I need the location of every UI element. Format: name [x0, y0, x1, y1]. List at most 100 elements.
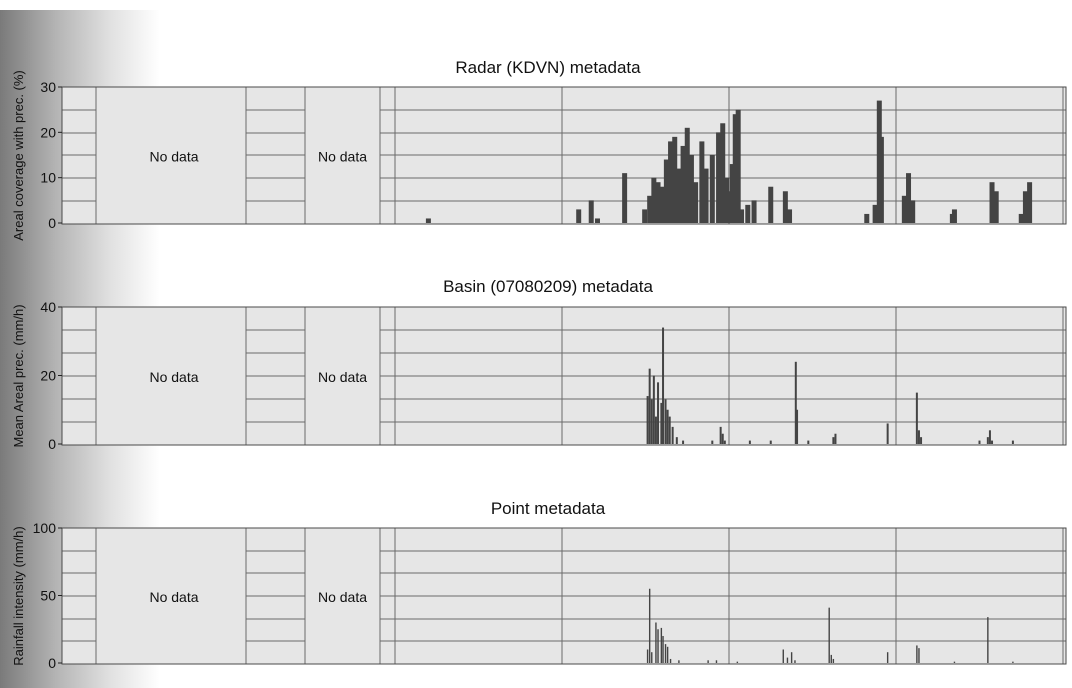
panel-2-bar-28 [920, 437, 923, 444]
panel-2-bar-9 [666, 409, 669, 444]
panel-1-bar-34 [864, 213, 870, 223]
panel-2-bar-2 [650, 399, 653, 444]
panel-2-bar-22 [807, 440, 810, 444]
panel-1-bar-39 [906, 173, 912, 223]
panel-2-no-data-region-2 [304, 306, 381, 446]
panel-2-ytick-label-2: 40 [40, 299, 56, 315]
panel-1-bar-26 [732, 114, 738, 223]
panel-1-ylabel: Areal coverage with prec. (%) [11, 70, 26, 241]
panel-1-frame [61, 86, 1067, 225]
panel-2-bar-17 [723, 440, 726, 444]
panel-2-ytick-label-1: 20 [40, 368, 56, 384]
panel-3-bar-23 [918, 648, 920, 663]
panel-2-bar-15 [719, 426, 722, 444]
panel-2-bar-24 [834, 433, 837, 444]
panel-3-bar-6 [662, 636, 664, 663]
panel-1-bar-24 [726, 191, 732, 223]
panel-1-bar-0 [425, 218, 431, 223]
panel-3-ytick-label-1: 50 [40, 588, 56, 604]
panel-1-bar-16 [688, 155, 694, 223]
panel-1-bar-6 [647, 195, 653, 223]
panel-1-bar-45 [1018, 213, 1024, 223]
panel-2-bar-16 [721, 433, 724, 444]
panel-3-bar-7 [664, 644, 667, 663]
panel-1-bar-19 [703, 168, 709, 223]
panel-3-bar-5 [660, 627, 663, 663]
panel-1-bar-1 [576, 209, 582, 223]
panel-3-bar-13 [736, 661, 739, 663]
panel-2-no-data-label-2: No data [318, 369, 367, 385]
panel-1-bar-25 [729, 164, 735, 223]
panel-3-bar-4 [657, 629, 659, 663]
panel-1-bar-44 [993, 191, 999, 223]
panel-2-bar-23 [832, 437, 835, 444]
panel-1-bar-17 [693, 182, 699, 223]
panel-2-bar-6 [660, 402, 663, 444]
panel-2-bar-0 [646, 396, 649, 444]
panel-2-bar-14 [711, 440, 714, 444]
panel-1-bar-35 [872, 204, 878, 223]
panel-2-bar-5 [657, 382, 660, 444]
panel-3-no-data-label-1: No data [149, 589, 198, 605]
panel-1-bar-15 [684, 127, 690, 223]
panel-1-bar-38 [901, 195, 907, 223]
panel-3-no-data-region-2 [304, 527, 381, 665]
panel-1-bar-4 [622, 173, 628, 223]
panel-3-bar-22 [916, 645, 918, 663]
panel-1-bar-29 [745, 204, 751, 223]
panel-1-bar-7 [651, 177, 657, 223]
panel-3-bar-21 [886, 652, 889, 663]
panel-1-no-data-label-2: No data [318, 149, 367, 165]
panel-1-bar-31 [768, 186, 774, 223]
panel-2-bar-31 [988, 430, 991, 444]
panel-1-bar-30 [751, 200, 757, 223]
panel-3-bar-17 [794, 660, 796, 663]
panel-2-bar-25 [886, 423, 889, 444]
panel-2-title: Basin (07080209) metadata [443, 277, 653, 296]
panel-3-bar-10 [678, 660, 680, 663]
panel-1-bar-12 [672, 136, 678, 223]
panel-3-bar-24 [953, 661, 956, 663]
panel-2-bar-10 [668, 416, 671, 444]
panel-1-bar-22 [720, 123, 726, 223]
panel-2-bar-27 [917, 430, 920, 444]
panel-1-bar-20 [709, 155, 715, 223]
panel-2-bar-8 [664, 399, 667, 444]
panel-2-bar-21 [796, 409, 799, 444]
panel-2-no-data-region-1 [95, 306, 247, 446]
panel-1-ytick-label-3: 30 [40, 79, 56, 95]
panel-1-bar-8 [655, 182, 661, 223]
panel-2-bar-7 [662, 327, 665, 444]
panel-3-bar-11 [707, 660, 709, 663]
panel-1-ytick-label-1: 10 [40, 170, 56, 186]
panel-1-bar-10 [663, 159, 669, 223]
panel-1-no-data-label-1: No data [149, 149, 198, 165]
panel-1-bar-9 [659, 186, 665, 223]
panel-1-bar-14 [680, 145, 686, 223]
panel-1-bar-40 [910, 200, 916, 223]
panel-3-bar-18 [828, 607, 830, 663]
panel-3-bar-3 [655, 622, 657, 663]
panel-1-ytick-label-0: 0 [48, 215, 56, 231]
panel-1-bar-32 [782, 191, 788, 223]
panel-2-bar-1 [648, 368, 651, 444]
panel-1-bar-43 [989, 182, 995, 223]
panel-2-bar-32 [991, 440, 994, 444]
panel-2-bar-18 [748, 440, 751, 444]
panel-3-bar-16 [790, 652, 793, 663]
panel-2-ylabel: Mean Areal prec. (mm/h) [11, 304, 26, 447]
panel-2-bar-4 [654, 416, 657, 444]
panel-3-bar-25 [987, 617, 989, 663]
panel-3-bar-2 [651, 652, 653, 663]
panel-2-bar-33 [1011, 440, 1014, 444]
panel-1-bar-11 [668, 141, 674, 223]
panel-1-bar-13 [676, 168, 682, 223]
panel-3-ylabel: Rainfall intensity (mm/h) [11, 526, 26, 665]
panel-2-bar-12 [675, 437, 678, 444]
panel-2-bar-11 [671, 426, 674, 444]
panel-1-bar-27 [735, 109, 741, 223]
panel-3-bar-12 [715, 660, 718, 663]
panel-3-bar-20 [832, 658, 835, 663]
panel-1-ytick-label-2: 20 [40, 124, 56, 140]
panel-2-bar-20 [794, 361, 797, 444]
